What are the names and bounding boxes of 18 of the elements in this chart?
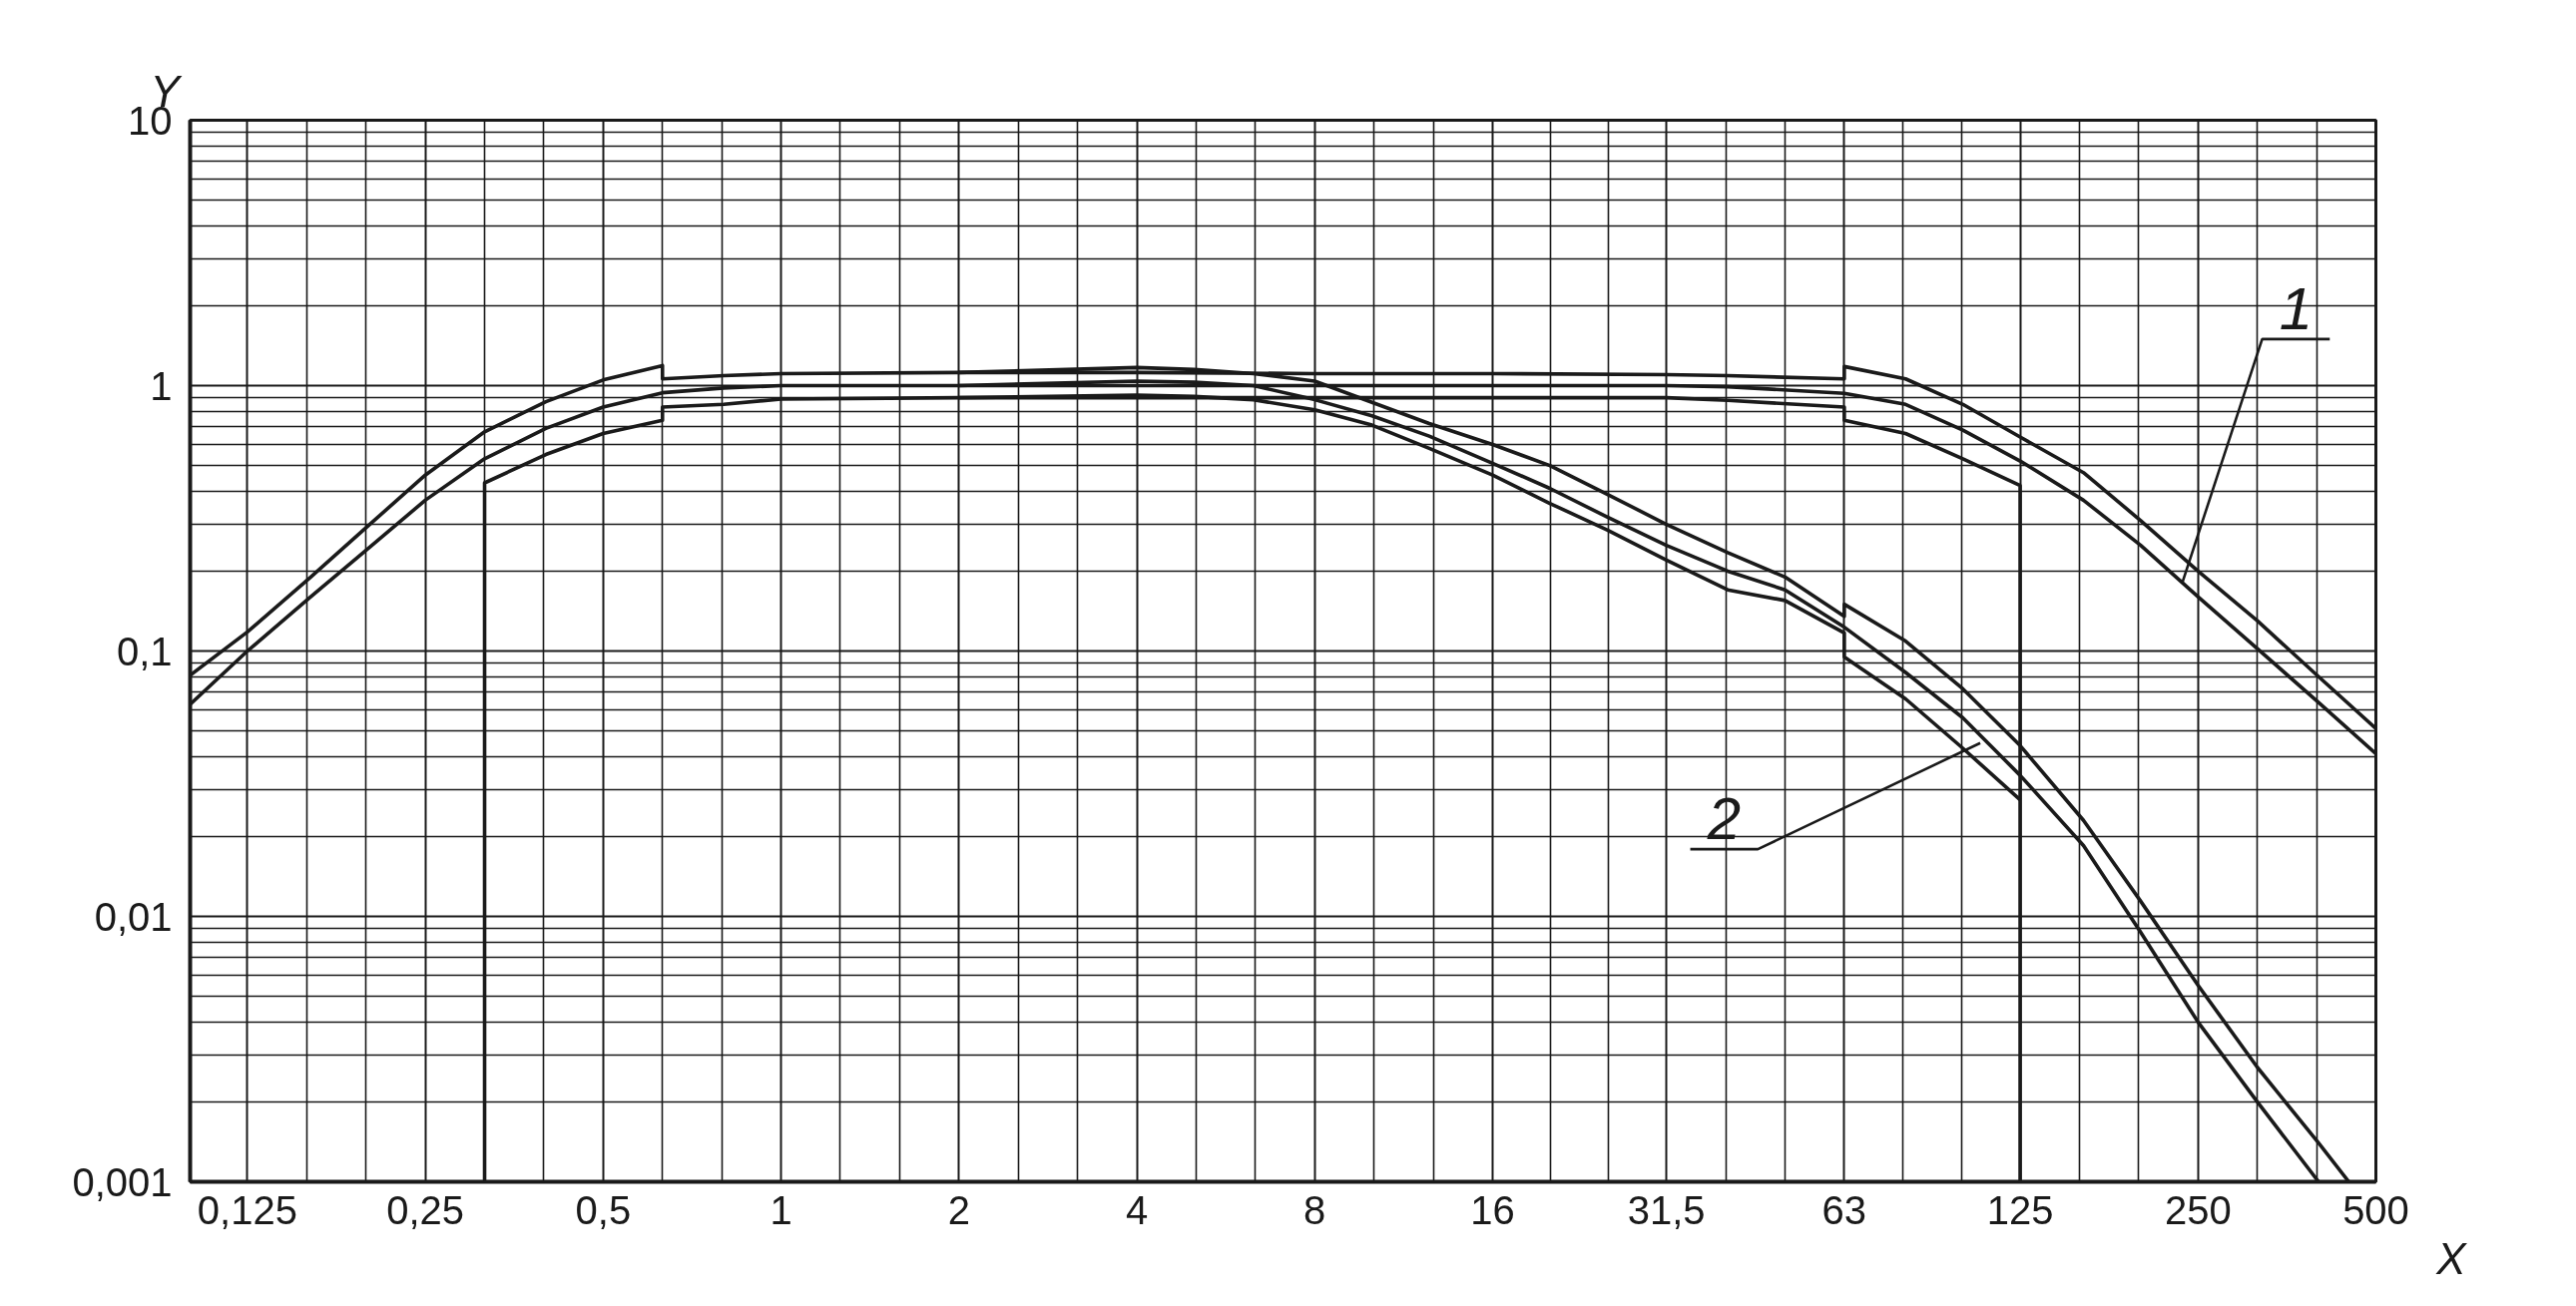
x-tick-label: 250 <box>2164 1187 2232 1232</box>
x-tick-label: 2 <box>947 1187 970 1232</box>
y-tick-label: 0,001 <box>72 1159 173 1204</box>
x-tick-label: 0,5 <box>575 1187 632 1232</box>
y-tick-label: 0,01 <box>94 894 173 939</box>
x-tick-label: 4 <box>1125 1187 1149 1232</box>
x-tick-label: 125 <box>1986 1187 2054 1232</box>
x-axis-title: X <box>2435 1233 2468 1283</box>
x-tick-label: 0,125 <box>197 1187 297 1232</box>
x-tick-label: 500 <box>2342 1187 2409 1232</box>
x-tick-label: 8 <box>1303 1187 1326 1232</box>
y-tick-label: 0,1 <box>116 629 173 673</box>
x-tick-label: 63 <box>1821 1187 1867 1232</box>
x-tick-label: 0,25 <box>386 1187 465 1232</box>
x-tick-label: 31,5 <box>1627 1187 1706 1232</box>
x-tick-label: 16 <box>1470 1187 1515 1232</box>
x-tick-label: 1 <box>770 1187 792 1232</box>
y-tick-label: 1 <box>150 363 173 408</box>
